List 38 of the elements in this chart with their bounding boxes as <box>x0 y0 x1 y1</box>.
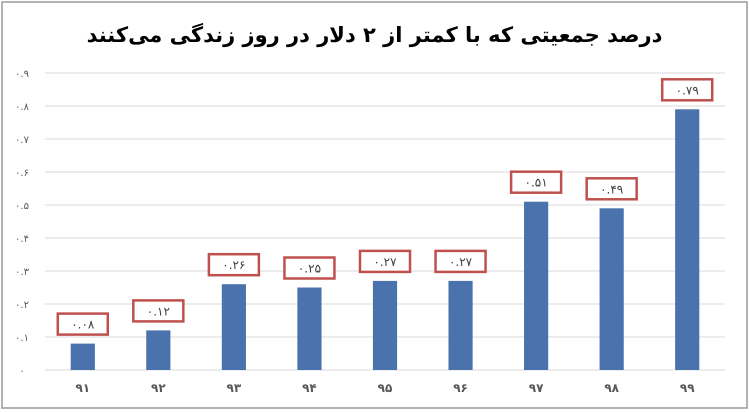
y-tick-label: ۰.۹ <box>15 69 29 80</box>
bar <box>70 344 95 370</box>
bar <box>372 280 398 370</box>
x-tick-label: ۹۱ <box>75 381 90 395</box>
data-label: ۰.۲۶ <box>222 258 246 272</box>
y-tick-label: ۰.۱ <box>15 333 29 344</box>
bar <box>675 109 700 370</box>
y-tick-label: ۰.۶ <box>15 168 29 179</box>
bar <box>297 288 322 370</box>
y-tick-label: ۰.۳ <box>15 267 30 278</box>
x-tick-label: ۹۴ <box>302 381 317 395</box>
data-label: ۰.۲۵ <box>298 262 322 276</box>
x-tick-label: ۹۲ <box>151 381 166 395</box>
bar <box>448 280 473 370</box>
y-tick-label: ۰.۴ <box>15 234 29 245</box>
bar <box>222 284 246 370</box>
bar <box>600 208 624 370</box>
y-tick-label: ۰.۲ <box>15 300 29 311</box>
bar <box>146 330 170 370</box>
data-label: ۰.۰۸ <box>71 318 95 332</box>
y-tick-label: ۰ <box>19 366 25 377</box>
data-label: ۰.۵۱ <box>524 176 548 190</box>
x-tick-label: ۹۹ <box>680 381 696 395</box>
x-tick-label: ۹۵ <box>378 381 392 395</box>
data-label: ۰.۲۷ <box>373 254 398 269</box>
x-tick-label: ۹۸ <box>604 381 620 395</box>
x-tick-label: ۹۶ <box>453 381 468 395</box>
x-tick-label: ۹۳ <box>226 381 242 395</box>
data-label: ۰.۱۲ <box>146 304 170 318</box>
y-tick-label: ۰.۷ <box>15 135 30 146</box>
y-tick-label: ۰.۵ <box>15 201 29 212</box>
x-tick-label: ۹۷ <box>528 381 544 395</box>
data-label: ۰.۴۹ <box>600 182 624 196</box>
y-tick-label: ۰.۸ <box>15 102 30 113</box>
bar <box>524 202 548 370</box>
data-label: ۰.۲۷ <box>448 254 473 269</box>
data-label: ۰.۷۹ <box>676 83 699 98</box>
chart-title: درصد جمعیتی که با کمتر از ۲ دلار در روز زندگی می‌کنند <box>86 22 663 48</box>
